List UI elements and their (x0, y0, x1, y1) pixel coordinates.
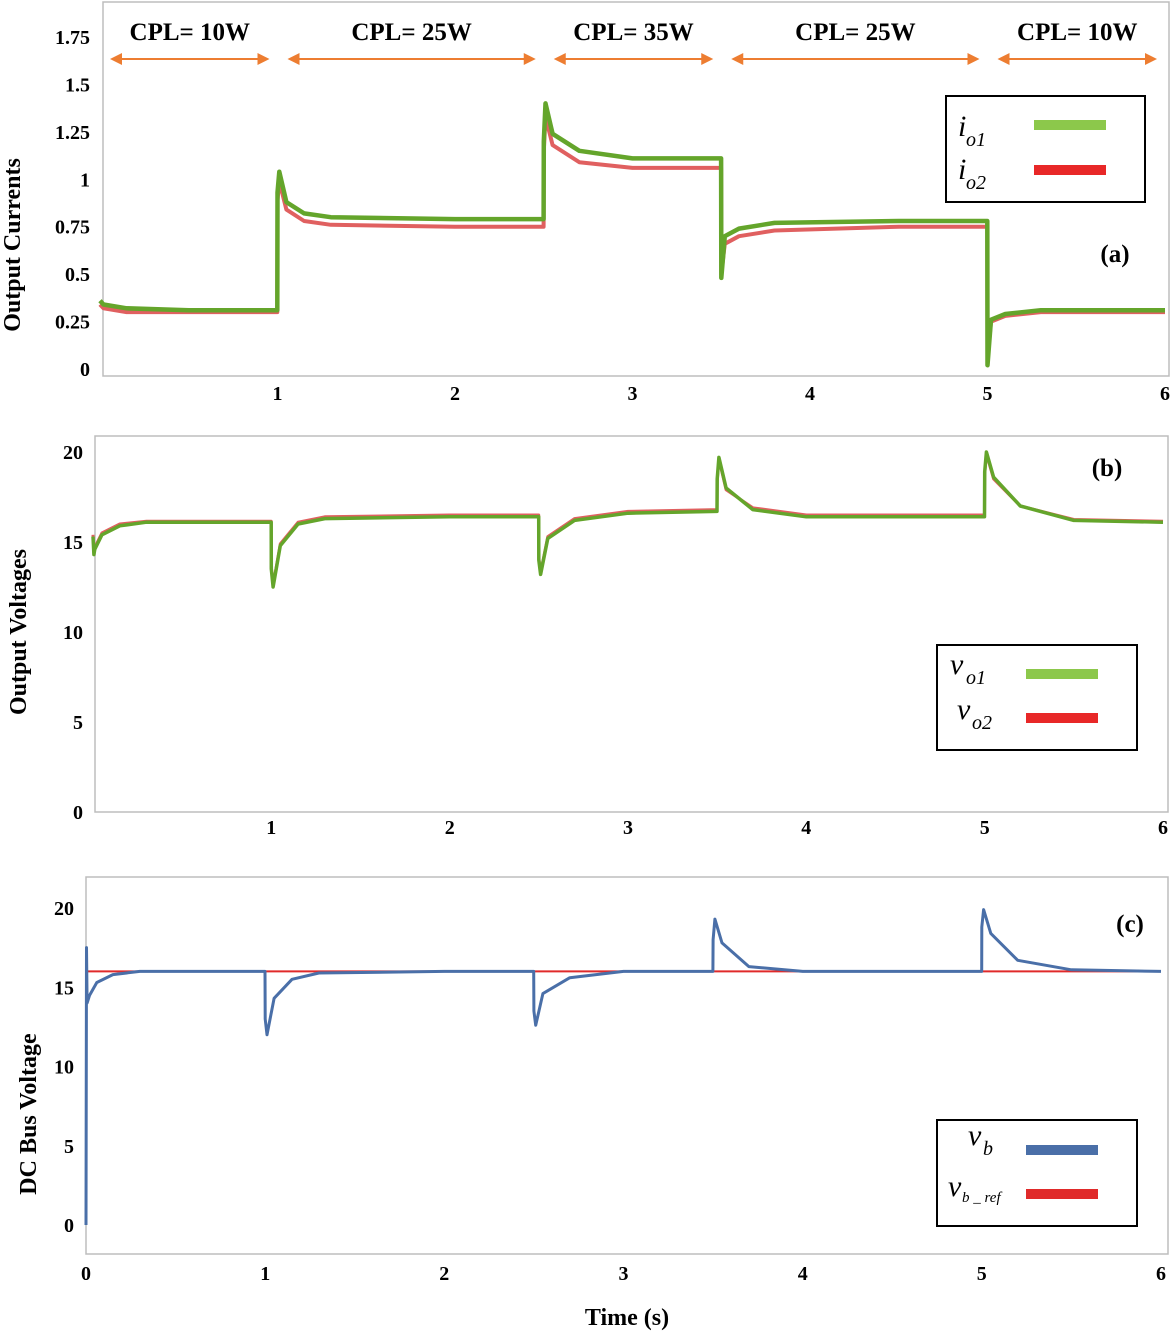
y-tick-label: 10 (63, 622, 83, 644)
x-tick-label: 3 (619, 1263, 629, 1285)
legend-io2-sub: o2 (966, 172, 986, 194)
y-tick-label: 0 (80, 359, 90, 381)
legend-vo2-symbol: v (957, 693, 971, 726)
panel-b-frame (94, 435, 1169, 813)
y-tick-label: 1.75 (55, 27, 90, 49)
x-tick-label: 3 (623, 817, 633, 839)
legend-vo2-swatch (1026, 713, 1098, 723)
y-tick-label: 0 (73, 802, 83, 824)
panel-a-tag: (a) (1100, 241, 1129, 268)
segment-arrow-head-left (731, 53, 744, 65)
segment-arrow-head-right (257, 53, 270, 65)
segment-label: CPL= 25W (795, 19, 916, 46)
x-tick-label: 4 (801, 817, 811, 839)
panel-c-ylabel: DC Bus Voltage (16, 1033, 42, 1195)
x-tick-label: 6 (1158, 817, 1168, 839)
legend-io2-symbol: i (958, 153, 966, 186)
panel-c-legend: v b v b _ ref (936, 1119, 1138, 1227)
cpl-segments: CPL= 10W CPL= 25W CPL= 35W CPL= 25W CPL= 10W (110, 19, 1157, 65)
panel-a-frame (102, 1, 1170, 377)
x-tick-label: 0 (81, 1263, 91, 1285)
y-tick-label: 0.25 (55, 312, 90, 334)
segment-arrow-head-right (967, 53, 980, 65)
x-axis-label: Time (s) (585, 1305, 669, 1331)
segment-label: CPL= 10W (130, 19, 251, 46)
y-tick-label: 1.5 (65, 74, 90, 96)
legend-io1-sub: o1 (966, 129, 986, 151)
legend-io1-symbol: i (958, 110, 966, 143)
legend-io2-swatch (1034, 165, 1106, 175)
series-vo1-line (91, 450, 1164, 589)
panel-a-legend: i o1 i o2 (945, 95, 1146, 203)
legend-vb-symbol: v (968, 1119, 982, 1152)
segment-label: CPL= 10W (1017, 19, 1138, 46)
panel-c-tag: (c) (1116, 911, 1144, 938)
x-tick-label: 5 (983, 383, 993, 405)
x-tick-label: 2 (445, 817, 455, 839)
y-tick-label: 1.25 (55, 122, 90, 144)
y-tick-label: 20 (63, 442, 83, 464)
segment-arrow-head-left (287, 53, 300, 65)
y-tick-label: 20 (54, 898, 74, 920)
legend-io1-swatch (1034, 120, 1106, 130)
x-tick-label: 1 (266, 817, 276, 839)
x-tick-label: 2 (450, 383, 460, 405)
panel-a-ylabel: Output Currents (0, 158, 26, 332)
y-tick-label: 5 (64, 1136, 74, 1158)
y-tick-label: 15 (63, 532, 83, 554)
panel-a-series (98, 101, 1165, 368)
panel-b-legend: v o1 v o2 (936, 644, 1138, 751)
segment-label: CPL= 25W (351, 19, 472, 46)
segment-arrow-head-right (1145, 53, 1157, 65)
legend-vo1-sub: o1 (966, 667, 986, 689)
y-tick-label: 10 (54, 1057, 74, 1079)
panel-b-ylabel: Output Voltages (6, 549, 32, 715)
legend-vo1-swatch (1026, 669, 1098, 679)
series-vo2-line (91, 452, 1164, 587)
y-tick-label: 15 (54, 977, 74, 999)
x-tick-label: 5 (977, 1263, 987, 1285)
y-tick-label: 1 (80, 169, 90, 191)
y-tick-label: 0 (64, 1215, 74, 1237)
x-tick-label: 6 (1156, 1263, 1166, 1285)
legend-vo1-symbol: v (950, 648, 964, 681)
panel-b-tag: (b) (1092, 455, 1123, 482)
segment-arrow-head-left (997, 53, 1010, 65)
legend-vbref-sub: b _ ref (962, 1190, 1002, 1206)
x-tick-label: 6 (1160, 383, 1170, 405)
x-tick-label: 4 (798, 1263, 808, 1285)
x-tick-label: 2 (439, 1263, 449, 1285)
legend-vbref-swatch (1026, 1189, 1098, 1199)
segment-arrow-head-left (553, 53, 566, 65)
legend-vbref-symbol: v (948, 1170, 962, 1203)
legend-vb-swatch (1026, 1145, 1098, 1155)
y-tick-label: 5 (73, 712, 83, 734)
legend-vb-sub: b (983, 1138, 993, 1160)
panel-b-series (91, 450, 1164, 589)
legend-vo2-sub: o2 (972, 712, 992, 734)
segment-label: CPL= 35W (573, 19, 694, 46)
series-io1-line (98, 101, 1165, 368)
segment-arrow-head-left (110, 53, 122, 65)
panel-c-series (84, 908, 1162, 1226)
y-tick-label: 0.75 (55, 217, 90, 239)
series-vb-line (84, 908, 1162, 1226)
x-tick-label: 1 (260, 1263, 270, 1285)
segment-arrow-head-right (523, 53, 536, 65)
y-tick-label: 0.5 (65, 264, 90, 286)
x-tick-label: 4 (805, 383, 815, 405)
x-tick-label: 1 (273, 383, 283, 405)
x-tick-label: 3 (628, 383, 638, 405)
segment-arrow-head-right (701, 53, 714, 65)
x-tick-label: 5 (980, 817, 990, 839)
